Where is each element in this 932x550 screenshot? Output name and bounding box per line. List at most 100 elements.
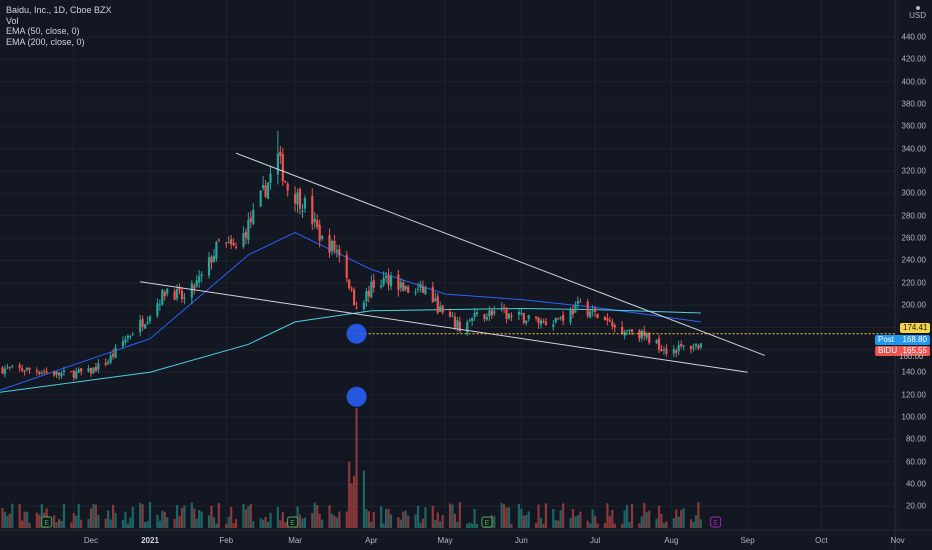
price-axis-label: 420.00	[901, 54, 926, 64]
candle-body	[576, 301, 579, 304]
legend-ema50[interactable]: EMA (50, close, 0)	[6, 26, 80, 36]
candle-body	[60, 373, 63, 377]
volume-bar	[660, 514, 663, 528]
volume-bar	[353, 475, 356, 528]
volume-bar	[114, 513, 117, 528]
volume-bar	[525, 514, 528, 528]
price-axis-label: 100.00	[901, 412, 926, 422]
candle-body	[697, 345, 700, 349]
time-axis-label: 2021	[141, 536, 159, 545]
price-axis-label: 360.00	[901, 121, 926, 131]
candle-body	[225, 242, 228, 244]
volume-bar	[107, 510, 110, 528]
volume-bar	[451, 504, 454, 528]
candle-body	[215, 241, 218, 259]
candle-body	[638, 330, 641, 339]
volume-bar	[166, 517, 169, 528]
volume-bar	[407, 515, 410, 528]
earnings-icon	[710, 516, 722, 528]
volume-bar	[259, 518, 262, 528]
volume-bar	[697, 502, 700, 528]
volume-bar	[141, 504, 144, 528]
price-axis-label: 440.00	[901, 32, 926, 42]
candle-body	[372, 280, 375, 288]
volume-bar	[520, 508, 523, 528]
time-axis-label: Sep	[740, 536, 755, 545]
volume-bar	[198, 510, 201, 528]
volume-bar	[348, 461, 351, 528]
partial-price-label: 160.00	[899, 352, 924, 361]
candle-body	[97, 363, 100, 370]
candle-body	[416, 288, 420, 290]
candle-body	[692, 347, 695, 349]
candle-body	[554, 317, 557, 323]
earnings-marker[interactable]: E	[41, 516, 53, 528]
candle-body	[11, 365, 14, 367]
volume-bar	[269, 512, 272, 528]
volume-bar	[92, 503, 95, 528]
volume-bar	[247, 505, 250, 528]
legend-title[interactable]: Baidu, Inc., 1D, Cboe BZX	[6, 5, 112, 15]
volume-bar	[507, 507, 511, 528]
candle-body	[183, 297, 186, 299]
post-label: Post	[878, 335, 895, 344]
candle-body	[87, 368, 90, 372]
candle-body	[525, 320, 528, 324]
volume-bar	[694, 515, 698, 528]
candle-body	[387, 275, 390, 285]
volume-bar	[212, 517, 216, 528]
earnings-icon	[287, 516, 299, 528]
candle-body	[252, 209, 255, 224]
candle-body	[348, 279, 351, 289]
volume-bar	[699, 519, 702, 528]
volume-bar	[139, 502, 142, 528]
legend[interactable]: Baidu, Inc., 1D, Cboe BZX Vol EMA (50, c…	[6, 5, 112, 47]
earnings-marker[interactable]: E	[710, 516, 722, 528]
price-axis-label: 140.00	[901, 367, 926, 377]
candle-body	[195, 280, 198, 287]
volume-bar	[316, 504, 319, 528]
legend-ema200[interactable]: EMA (200, close, 0)	[6, 36, 85, 47]
candle-body	[569, 309, 572, 323]
candle-body	[517, 311, 520, 315]
candle-body	[35, 370, 38, 372]
price-axis-label: 120.00	[901, 390, 926, 400]
candle-body	[645, 333, 648, 338]
candle-body	[434, 298, 437, 302]
time-axis-label: Mar	[288, 536, 302, 545]
candle-body	[384, 276, 388, 278]
earnings-marker[interactable]: E	[481, 516, 493, 528]
price-axis-label: 20.00	[905, 501, 926, 511]
candle-body	[124, 339, 127, 343]
candle-body	[166, 288, 169, 294]
volume-bar	[589, 523, 592, 528]
volume-bar	[210, 505, 213, 528]
volume-bar	[643, 502, 646, 528]
candle-body	[173, 291, 176, 300]
volume-bar	[493, 516, 496, 528]
volume-bar	[623, 510, 626, 528]
candle-body	[6, 367, 9, 369]
candle-body	[247, 220, 250, 241]
candle-body	[269, 173, 272, 183]
candle-body	[131, 334, 134, 336]
volume-bar	[276, 507, 279, 528]
volume-bar	[148, 502, 152, 528]
candle-body	[3, 368, 7, 374]
candle-body	[493, 311, 496, 314]
earnings-marker[interactable]: E	[287, 516, 299, 528]
time-axis-label: Oct	[815, 536, 828, 545]
volume-bar	[55, 522, 58, 528]
legend-vol[interactable]: Vol	[6, 15, 19, 26]
volume-bar	[397, 517, 400, 528]
price-marker-circle	[346, 323, 367, 344]
candle-body	[640, 330, 643, 339]
volume-bar	[60, 520, 63, 528]
volume-bar	[503, 504, 506, 528]
candle-body	[70, 371, 73, 373]
currency-selector[interactable]: USD	[909, 6, 926, 20]
time-axis-label: Dec	[83, 536, 99, 545]
candle-body	[648, 333, 651, 343]
